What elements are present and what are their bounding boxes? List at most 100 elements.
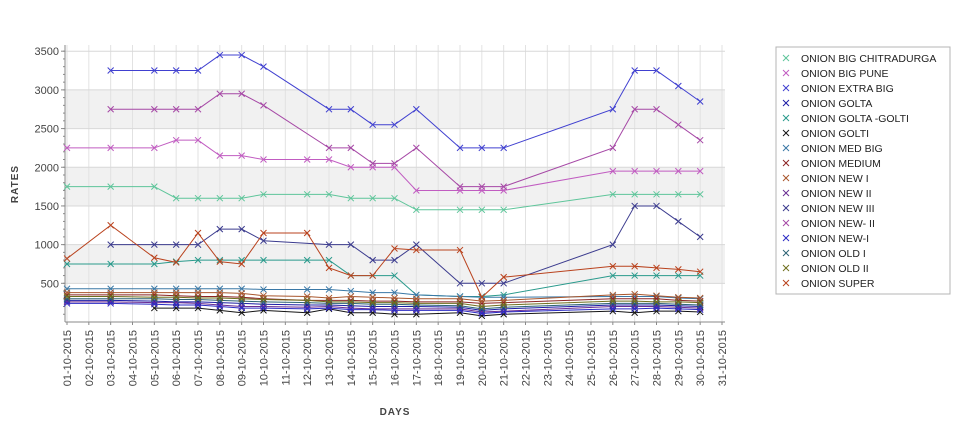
data-point xyxy=(609,105,617,113)
legend-item: ONION NEW- II xyxy=(782,218,875,230)
data-point xyxy=(391,289,398,296)
data-point xyxy=(107,293,115,300)
data-point xyxy=(238,295,246,303)
legend-marker xyxy=(782,159,790,167)
data-point xyxy=(238,260,246,268)
data-point xyxy=(303,190,311,198)
data-point xyxy=(412,105,420,113)
data-point xyxy=(107,144,115,152)
data-point xyxy=(172,136,180,144)
data-point xyxy=(238,51,246,59)
data-point xyxy=(216,152,224,159)
data-point xyxy=(696,304,704,312)
data-point xyxy=(391,272,398,279)
x-tick-label: 26-10-2015 xyxy=(608,330,620,386)
x-tick-label: 03-10-2015 xyxy=(106,330,118,386)
x-tick-label: 14-10-2015 xyxy=(346,330,358,386)
data-point xyxy=(500,293,508,301)
data-point xyxy=(609,241,617,248)
x-axis-title: DAYS xyxy=(380,407,411,418)
data-point xyxy=(412,246,420,254)
data-point xyxy=(478,206,486,214)
data-point xyxy=(631,105,639,113)
data-point xyxy=(107,241,115,248)
data-point xyxy=(260,296,267,303)
series-line-onion-med-big xyxy=(67,288,701,300)
data-point xyxy=(631,290,639,298)
legend-item: ONION GOLTA -GOLTI xyxy=(782,113,909,125)
data-point xyxy=(150,260,158,268)
data-point xyxy=(260,229,267,237)
legend-item: ONION BIG CHITRADURGA xyxy=(782,53,936,65)
legend-marker xyxy=(782,249,790,257)
x-tick-label: 07-10-2015 xyxy=(193,330,205,386)
data-point xyxy=(347,194,355,202)
legend-label: ONION GOLTI xyxy=(801,128,869,140)
data-point xyxy=(347,241,355,248)
data-point xyxy=(674,190,682,198)
data-point xyxy=(347,287,355,295)
series-line-onion-new-ii-12 xyxy=(110,93,701,188)
data-point xyxy=(674,218,682,225)
data-point xyxy=(391,307,398,314)
data-point xyxy=(63,260,71,268)
series-line-onion-big-chitradurga xyxy=(67,186,701,211)
series-line-onion-super xyxy=(66,224,701,299)
data-point xyxy=(674,121,682,129)
data-point xyxy=(150,254,158,262)
series-onion-extra-big xyxy=(107,51,704,152)
y-tick-label: 1000 xyxy=(35,240,59,252)
series-onion-new-i-13 xyxy=(63,300,704,317)
data-point xyxy=(653,167,660,175)
data-point xyxy=(303,296,311,304)
data-point xyxy=(347,163,355,171)
data-point xyxy=(216,303,224,310)
series-line-onion-old-ii xyxy=(67,295,701,308)
data-point xyxy=(172,301,180,309)
legend-label: ONION NEW III xyxy=(801,203,875,215)
data-point xyxy=(500,144,508,152)
data-point xyxy=(456,183,464,190)
data-point xyxy=(194,229,202,237)
series-onion-new-ii-12 xyxy=(107,90,704,190)
x-tick-label: 24-10-2015 xyxy=(564,330,576,386)
data-point xyxy=(653,190,660,198)
legend-item: ONION BIG PUNE xyxy=(782,68,889,80)
data-point xyxy=(107,105,115,113)
x-tick-label: 15-10-2015 xyxy=(368,330,380,386)
legend-box xyxy=(775,46,951,295)
legend-label: ONION OLD I xyxy=(801,248,866,260)
data-point xyxy=(347,272,355,279)
legend-item: ONION OLD I xyxy=(782,248,866,260)
x-tick-label: 17-10-2015 xyxy=(411,330,423,386)
legend-label: ONION BIG PUNE xyxy=(801,68,889,80)
data-point xyxy=(260,190,267,198)
data-point xyxy=(500,301,508,309)
data-point xyxy=(107,221,115,229)
data-point xyxy=(238,290,246,297)
legend-item: ONION NEW I xyxy=(782,173,869,185)
x-tick-label: 01-10-2015 xyxy=(62,330,74,386)
x-tick-label: 12-10-2015 xyxy=(302,330,314,386)
x-tick-label: 02-10-2015 xyxy=(84,330,96,386)
data-point xyxy=(478,183,486,190)
legend-marker xyxy=(782,99,790,107)
data-point xyxy=(325,190,333,198)
series-onion-big-chitradurga xyxy=(63,183,704,214)
x-tick-label: 10-10-2015 xyxy=(259,330,271,386)
data-point xyxy=(194,241,202,248)
x-tick-label: 19-10-2015 xyxy=(455,330,467,386)
data-point xyxy=(150,241,158,248)
x-tick-label: 28-10-2015 xyxy=(652,330,664,386)
data-point xyxy=(347,306,355,313)
data-point xyxy=(303,229,311,237)
data-point xyxy=(194,105,202,113)
data-point xyxy=(369,306,377,313)
legend-item: ONION NEW-I xyxy=(782,233,869,245)
x-tick-label: 16-10-2015 xyxy=(390,330,402,386)
data-point xyxy=(391,194,398,202)
data-point xyxy=(674,272,682,279)
legend-label: ONION SUPER xyxy=(801,278,875,290)
data-point xyxy=(653,105,660,113)
